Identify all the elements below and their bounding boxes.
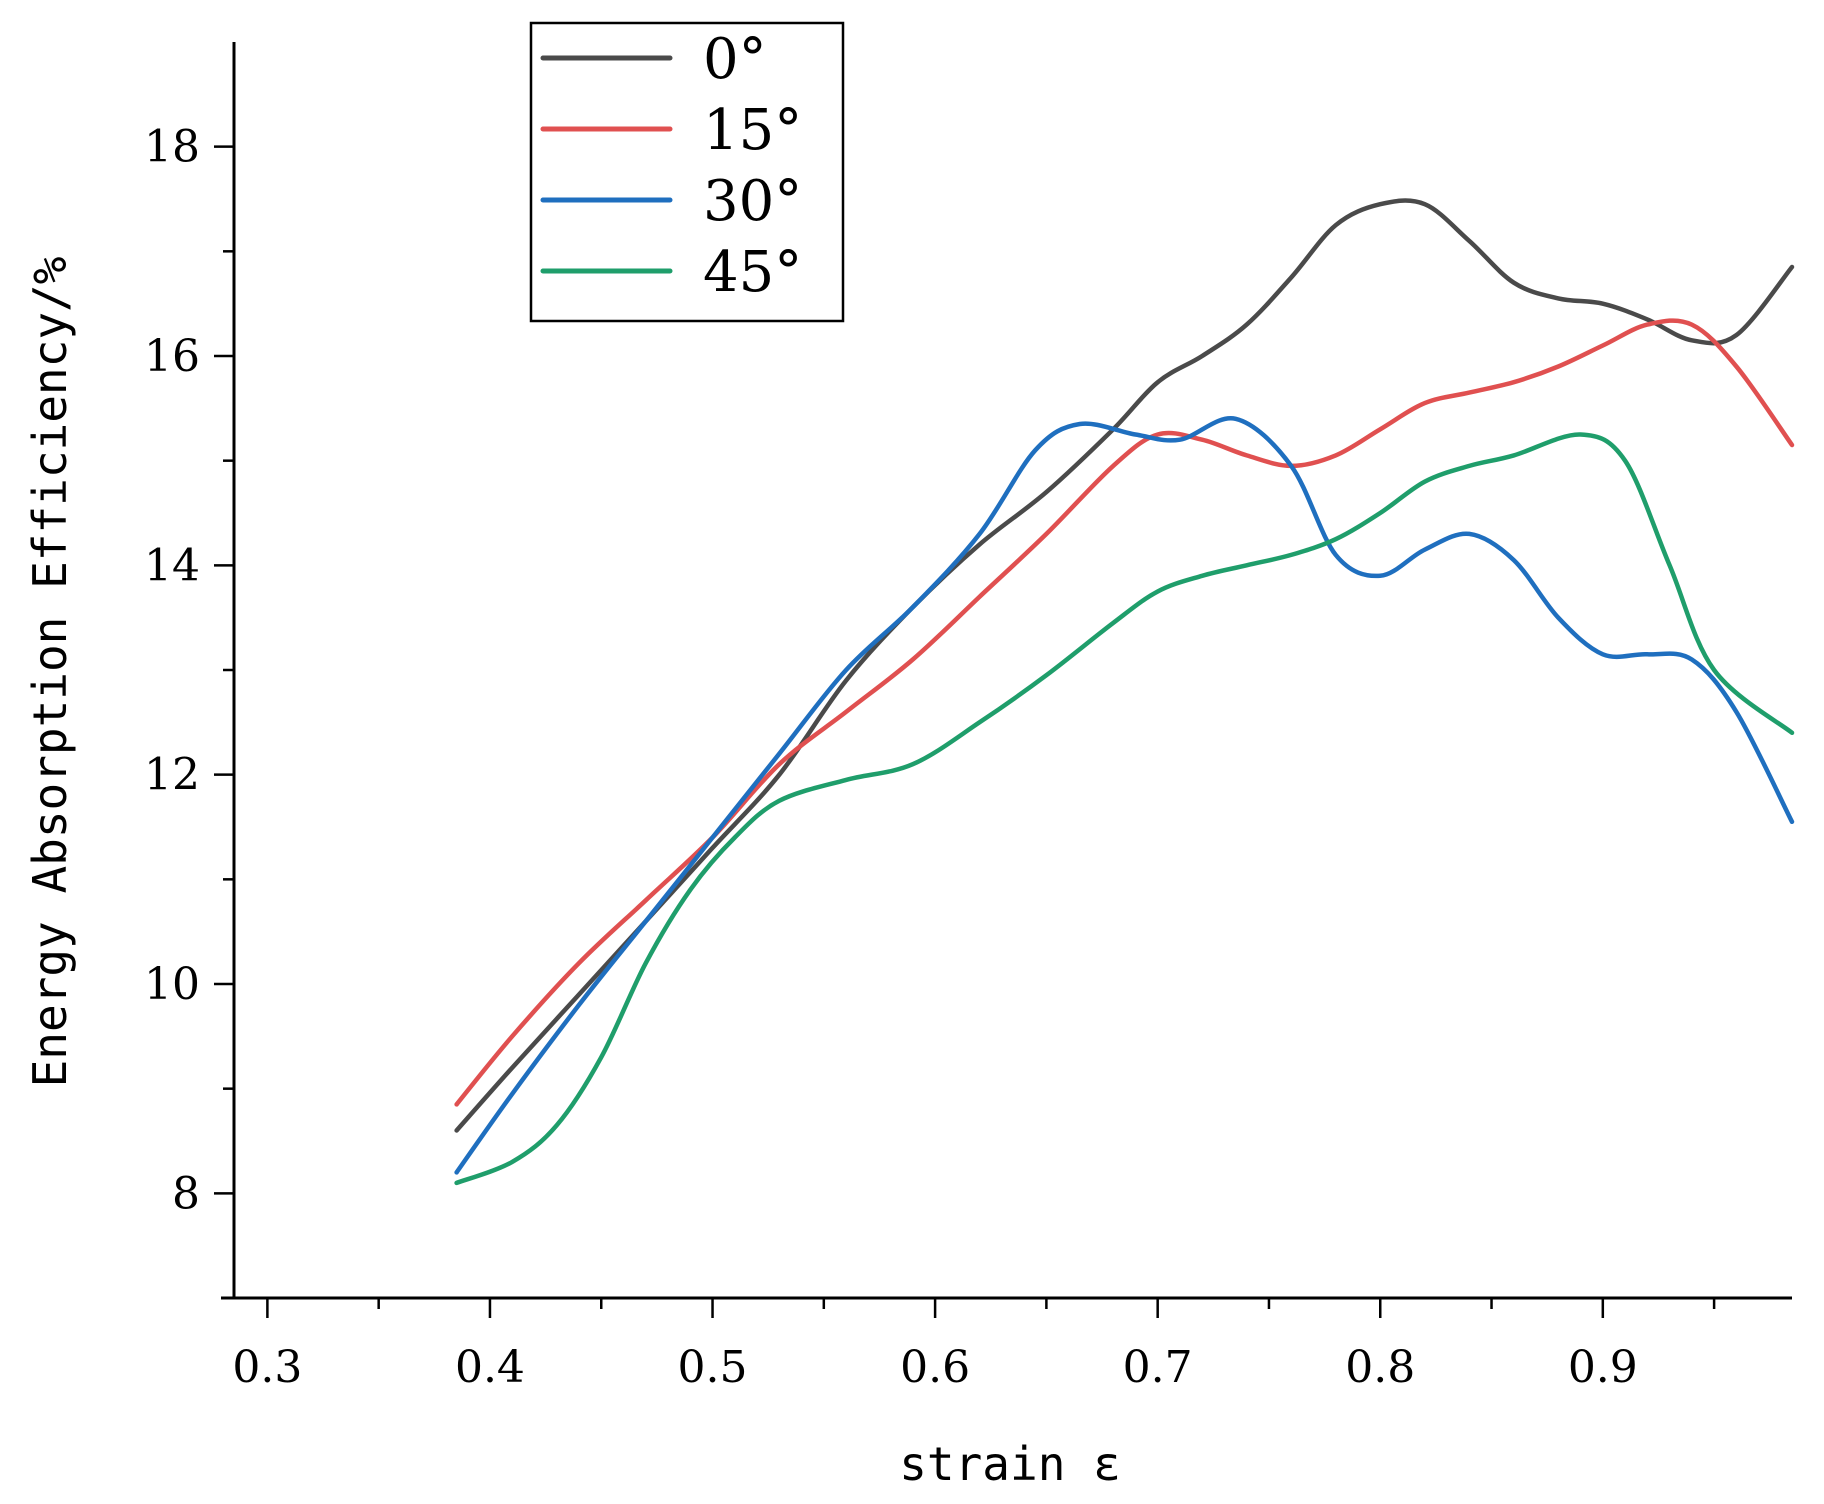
y-axis-title: Energy Absorption Efficiency/% [23, 257, 77, 1088]
x-tick-label: 0.9 [1568, 1342, 1638, 1393]
legend-label-30-deg: 30° [703, 169, 802, 234]
y-ticks: 8 10 12 14 16 18 [144, 122, 234, 1219]
y-tick-label: 18 [144, 122, 200, 173]
legend-box [529, 21, 845, 323]
y-tick-label: 10 [144, 959, 200, 1010]
series-line-0-deg [454, 198, 1795, 1133]
legend-label-0-deg: 0° [703, 27, 767, 92]
x-tick-label: 0.5 [678, 1342, 748, 1393]
y-tick-label: 8 [172, 1168, 200, 1219]
x-tick-label: 0.4 [455, 1342, 525, 1393]
legend-label-15-deg: 15° [703, 98, 802, 163]
series-line-30-deg [454, 416, 1795, 1175]
legend-label-45-deg: 45° [703, 240, 802, 305]
x-axis-title: strain ε [899, 1437, 1121, 1491]
x-tick-label: 0.7 [1123, 1342, 1193, 1393]
y-tick-label: 16 [144, 331, 200, 382]
legend: 0°15°30°45° [529, 21, 845, 323]
series-group [454, 198, 1795, 1186]
y-tick-label: 14 [144, 540, 200, 591]
x-tick-label: 0.3 [232, 1342, 302, 1393]
x-tick-label: 0.8 [1345, 1342, 1415, 1393]
series-line-45-deg [454, 432, 1795, 1186]
series-line-15-deg [454, 318, 1795, 1107]
x-tick-label: 0.6 [900, 1342, 970, 1393]
plot-area [221, 42, 1792, 1300]
y-tick-label: 12 [144, 750, 200, 801]
x-ticks: 0.3 0.4 0.5 0.6 0.7 0.8 0.9 [232, 1298, 1716, 1393]
